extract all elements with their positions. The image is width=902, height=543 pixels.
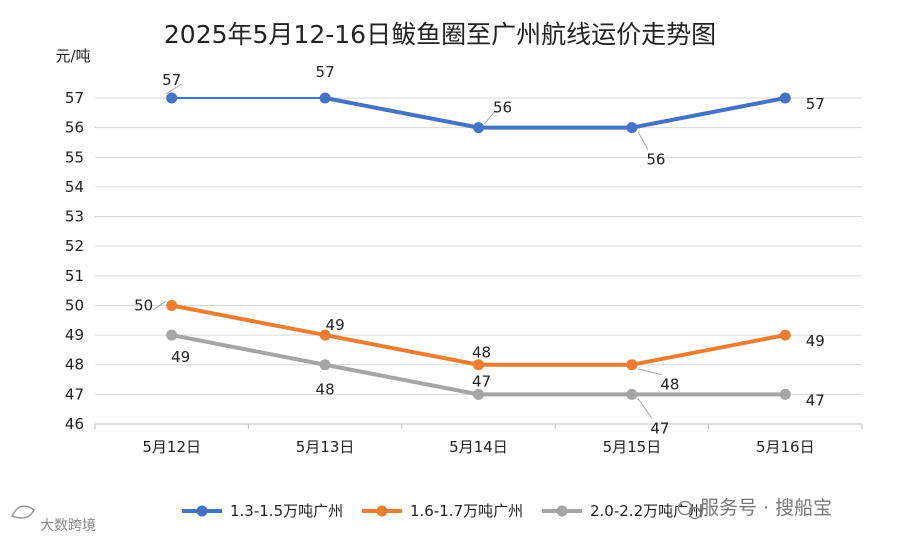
data-point (779, 388, 791, 400)
label-leader-line (637, 398, 653, 419)
axes: 46 47 48 49 50 51 52 53 54 55 56 57 5月12日 5月13日 5月14日 5… (65, 89, 863, 456)
x-tick-label: 5月15日 (603, 438, 662, 456)
data-label: 49 (171, 348, 190, 366)
legend-item: 2.0-2.2万吨广州 (542, 502, 703, 520)
data-point (166, 329, 178, 341)
legend-swatch-marker (556, 505, 568, 517)
data-label: 57 (806, 95, 825, 113)
data-label: 47 (472, 372, 491, 390)
y-tick-label: 49 (65, 326, 84, 344)
data-label: 57 (162, 71, 181, 89)
data-point (626, 122, 638, 134)
series-3 (166, 329, 791, 400)
legend-swatch-marker (196, 505, 208, 517)
series-lines (166, 92, 791, 400)
y-tick-label: 56 (65, 119, 84, 137)
data-point (473, 388, 484, 400)
data-label: 48 (472, 344, 491, 362)
data-label: 47 (650, 419, 669, 437)
legend-item: 1.3-1.5万吨广州 (182, 502, 343, 520)
data-point (473, 122, 484, 134)
data-point (319, 359, 331, 371)
y-tick-label: 53 (65, 208, 84, 226)
legend-label: 2.0-2.2万吨广州 (590, 502, 703, 520)
chart-title: 2025年5月12-16日鲅鱼圈至广州航线运价走势图 (164, 20, 716, 49)
series-line (324, 96, 786, 130)
label-leader-line (637, 131, 649, 150)
legend-swatch-marker (376, 505, 388, 517)
data-point (779, 329, 791, 341)
x-tick-label: 5月16日 (756, 438, 815, 456)
series-1 (166, 92, 791, 134)
legend-label: 1.6-1.7万吨广州 (410, 502, 523, 520)
data-label: 57 (316, 63, 335, 81)
legend-item: 1.6-1.7万吨广州 (362, 502, 523, 520)
watermark-left-text: 大数跨境 (40, 518, 96, 534)
y-tick-label: 46 (65, 415, 84, 433)
watermark-right-text: 服务号 · 搜船宝 (700, 497, 832, 519)
legend: 1.3-1.5万吨广州 1.6-1.7万吨广州 2.0-2.2万吨广州 (182, 502, 703, 520)
data-label: 48 (660, 376, 679, 394)
legend-label: 1.3-1.5万吨广州 (230, 502, 343, 520)
x-tick-label: 5月14日 (449, 438, 508, 456)
data-label: 50 (134, 296, 153, 314)
y-tick-label: 54 (65, 178, 84, 196)
data-point (473, 359, 484, 371)
wechat-icon (677, 500, 702, 520)
y-axis-label: 元/吨 (55, 47, 90, 65)
y-tick-label: 52 (65, 237, 84, 255)
data-point (166, 92, 178, 104)
data-point (779, 92, 791, 104)
data-label: 56 (493, 99, 512, 117)
y-tick-label: 47 (65, 385, 84, 403)
y-tick-label: 55 (65, 148, 84, 166)
y-tick-label: 50 (65, 296, 84, 314)
label-leader-line (484, 111, 495, 124)
data-point (319, 92, 331, 104)
label-leader-line (165, 83, 182, 95)
y-tick-label: 48 (65, 356, 84, 374)
data-label: 49 (326, 316, 345, 334)
label-leader-line (153, 301, 166, 310)
data-point (626, 388, 638, 400)
logo-icon (10, 505, 35, 519)
y-tick-label: 57 (65, 89, 84, 107)
data-point (626, 359, 638, 371)
data-label: 56 (646, 151, 665, 169)
series-2 (166, 299, 791, 371)
data-label: 48 (316, 381, 335, 399)
x-tick-label: 5月12日 (142, 438, 201, 456)
y-tick-label: 51 (65, 267, 84, 285)
data-point (166, 299, 178, 311)
data-label: 47 (806, 391, 825, 409)
x-tick-label: 5月13日 (296, 438, 355, 456)
data-labels: 57 57 56 56 57 50 49 48 48 49 49 48 47 47 47 (134, 63, 825, 437)
watermarks: 服务号 · 搜船宝 大数跨境 (10, 497, 832, 534)
data-label: 49 (806, 332, 825, 350)
label-leader-line (637, 368, 663, 376)
data-point (319, 329, 331, 341)
